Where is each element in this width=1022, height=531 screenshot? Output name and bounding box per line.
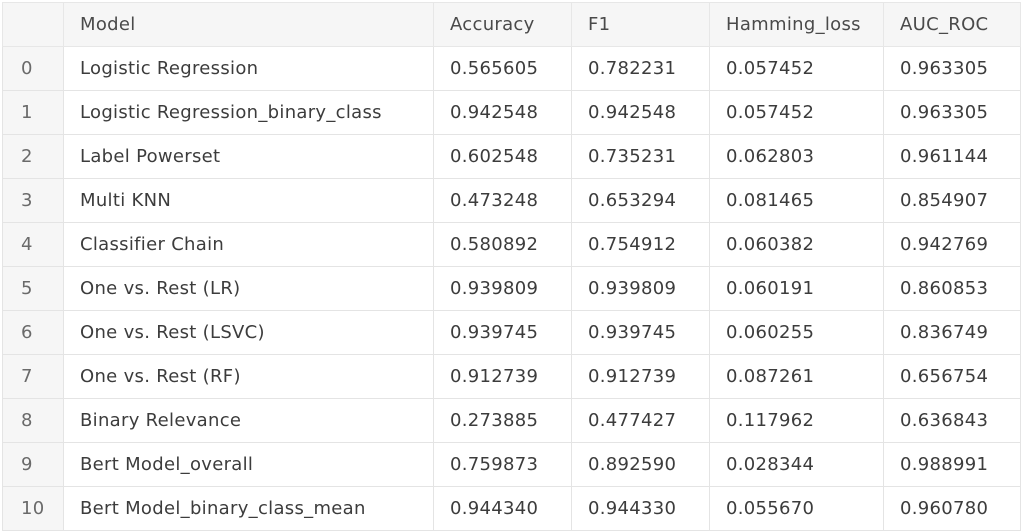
hamming-loss-cell: 0.060255 <box>709 310 884 355</box>
header-hamming-loss: Hamming_loss <box>709 2 884 47</box>
table-row: 8 Binary Relevance 0.273885 0.477427 0.1… <box>2 398 1021 443</box>
auc-roc-cell: 0.942769 <box>883 222 1021 267</box>
table-row: 5 One vs. Rest (LR) 0.939809 0.939809 0.… <box>2 266 1021 311</box>
model-cell: One vs. Rest (LSVC) <box>63 310 434 355</box>
auc-roc-cell: 0.963305 <box>883 90 1021 135</box>
model-cell: Label Powerset <box>63 134 434 179</box>
auc-roc-cell: 0.656754 <box>883 354 1021 399</box>
accuracy-cell: 0.565605 <box>433 46 572 91</box>
header-model: Model <box>63 2 434 47</box>
model-cell: Binary Relevance <box>63 398 434 443</box>
row-index: 3 <box>2 178 64 223</box>
table-row: 9 Bert Model_overall 0.759873 0.892590 0… <box>2 442 1021 487</box>
table-row: 6 One vs. Rest (LSVC) 0.939745 0.939745 … <box>2 310 1021 355</box>
header-auc-roc: AUC_ROC <box>883 2 1021 47</box>
hamming-loss-cell: 0.057452 <box>709 46 884 91</box>
accuracy-cell: 0.939809 <box>433 266 572 311</box>
row-index: 8 <box>2 398 64 443</box>
hamming-loss-cell: 0.055670 <box>709 486 884 531</box>
header-row: Model Accuracy F1 Hamming_loss AUC_ROC <box>2 2 1021 47</box>
auc-roc-cell: 0.836749 <box>883 310 1021 355</box>
model-cell: Bert Model_overall <box>63 442 434 487</box>
row-index: 5 <box>2 266 64 311</box>
f1-cell: 0.912739 <box>571 354 710 399</box>
model-cell: One vs. Rest (LR) <box>63 266 434 311</box>
auc-roc-cell: 0.988991 <box>883 442 1021 487</box>
model-cell: Logistic Regression <box>63 46 434 91</box>
table-row: 3 Multi KNN 0.473248 0.653294 0.081465 0… <box>2 178 1021 223</box>
table-row: 1 Logistic Regression_binary_class 0.942… <box>2 90 1021 135</box>
row-index: 7 <box>2 354 64 399</box>
accuracy-cell: 0.602548 <box>433 134 572 179</box>
header-index <box>2 2 64 47</box>
f1-cell: 0.892590 <box>571 442 710 487</box>
row-index: 1 <box>2 90 64 135</box>
f1-cell: 0.942548 <box>571 90 710 135</box>
hamming-loss-cell: 0.062803 <box>709 134 884 179</box>
row-index: 6 <box>2 310 64 355</box>
model-cell: Bert Model_binary_class_mean <box>63 486 434 531</box>
table-row: 2 Label Powerset 0.602548 0.735231 0.062… <box>2 134 1021 179</box>
table-body: 0 Logistic Regression 0.565605 0.782231 … <box>2 46 1021 531</box>
hamming-loss-cell: 0.060382 <box>709 222 884 267</box>
table-row: 4 Classifier Chain 0.580892 0.754912 0.0… <box>2 222 1021 267</box>
table-row: 10 Bert Model_binary_class_mean 0.944340… <box>2 486 1021 531</box>
accuracy-cell: 0.912739 <box>433 354 572 399</box>
row-index: 0 <box>2 46 64 91</box>
hamming-loss-cell: 0.087261 <box>709 354 884 399</box>
accuracy-cell: 0.759873 <box>433 442 572 487</box>
f1-cell: 0.653294 <box>571 178 710 223</box>
auc-roc-cell: 0.860853 <box>883 266 1021 311</box>
f1-cell: 0.735231 <box>571 134 710 179</box>
row-index: 9 <box>2 442 64 487</box>
accuracy-cell: 0.939745 <box>433 310 572 355</box>
model-cell: One vs. Rest (RF) <box>63 354 434 399</box>
accuracy-cell: 0.473248 <box>433 178 572 223</box>
table-header: Model Accuracy F1 Hamming_loss AUC_ROC <box>2 2 1021 47</box>
model-cell: Logistic Regression_binary_class <box>63 90 434 135</box>
auc-roc-cell: 0.961144 <box>883 134 1021 179</box>
auc-roc-cell: 0.854907 <box>883 178 1021 223</box>
auc-roc-cell: 0.636843 <box>883 398 1021 443</box>
row-index: 10 <box>2 486 64 531</box>
f1-cell: 0.939745 <box>571 310 710 355</box>
f1-cell: 0.477427 <box>571 398 710 443</box>
hamming-loss-cell: 0.081465 <box>709 178 884 223</box>
f1-cell: 0.754912 <box>571 222 710 267</box>
header-accuracy: Accuracy <box>433 2 572 47</box>
auc-roc-cell: 0.960780 <box>883 486 1021 531</box>
accuracy-cell: 0.942548 <box>433 90 572 135</box>
table-row: 7 One vs. Rest (RF) 0.912739 0.912739 0.… <box>2 354 1021 399</box>
accuracy-cell: 0.944340 <box>433 486 572 531</box>
hamming-loss-cell: 0.060191 <box>709 266 884 311</box>
accuracy-cell: 0.580892 <box>433 222 572 267</box>
header-f1: F1 <box>571 2 710 47</box>
auc-roc-cell: 0.963305 <box>883 46 1021 91</box>
f1-cell: 0.782231 <box>571 46 710 91</box>
row-index: 2 <box>2 134 64 179</box>
row-index: 4 <box>2 222 64 267</box>
hamming-loss-cell: 0.117962 <box>709 398 884 443</box>
table-row: 0 Logistic Regression 0.565605 0.782231 … <box>2 46 1021 91</box>
f1-cell: 0.944330 <box>571 486 710 531</box>
model-cell: Classifier Chain <box>63 222 434 267</box>
model-cell: Multi KNN <box>63 178 434 223</box>
f1-cell: 0.939809 <box>571 266 710 311</box>
accuracy-cell: 0.273885 <box>433 398 572 443</box>
hamming-loss-cell: 0.057452 <box>709 90 884 135</box>
hamming-loss-cell: 0.028344 <box>709 442 884 487</box>
